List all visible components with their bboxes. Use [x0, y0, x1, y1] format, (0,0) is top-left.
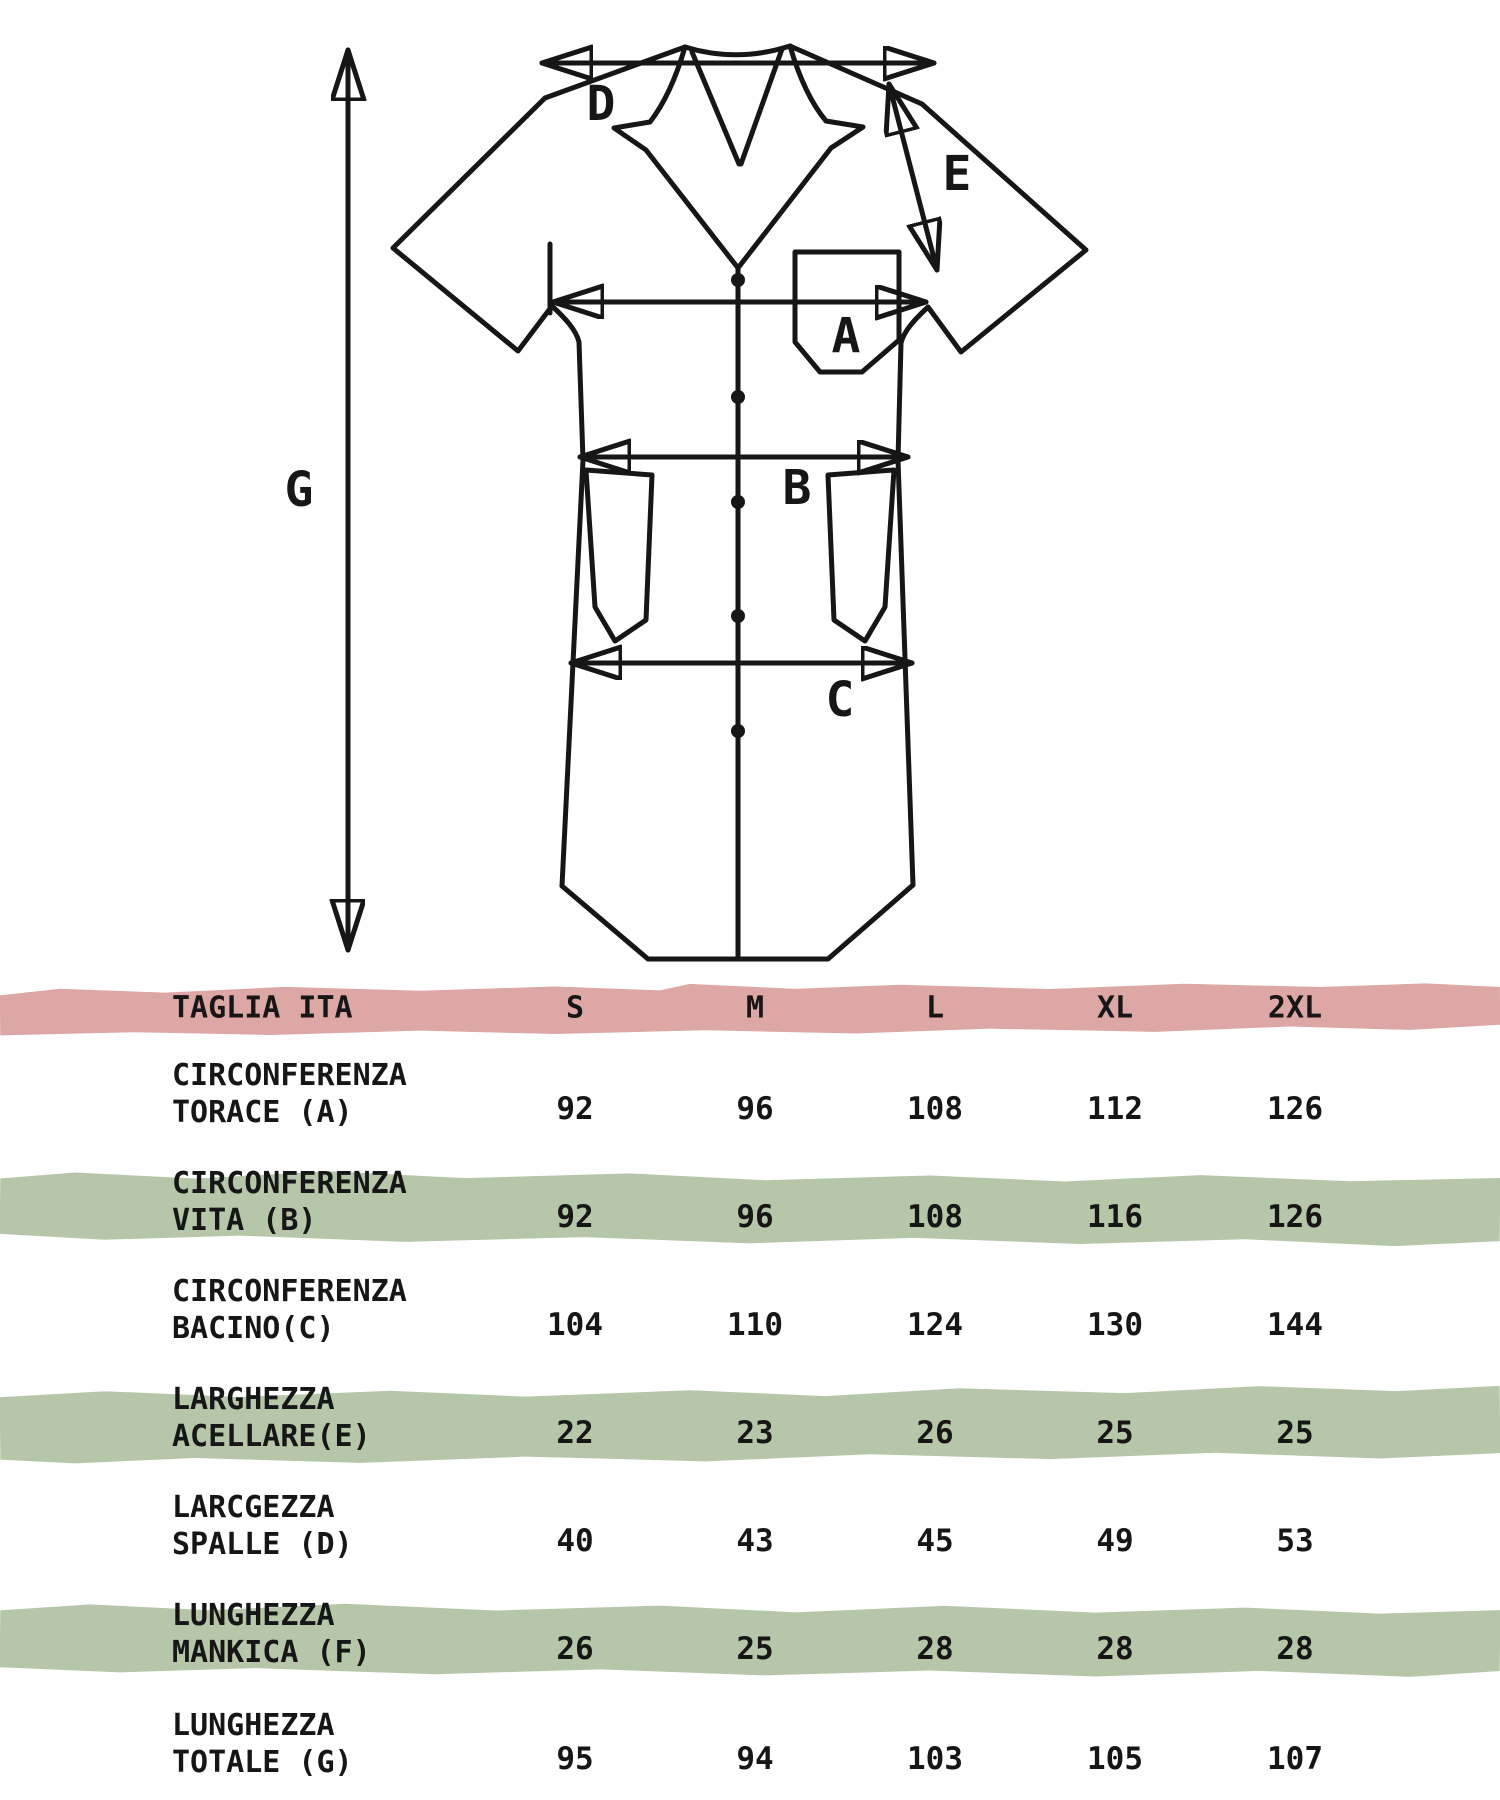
cell-value: 105	[1087, 1741, 1143, 1777]
cell-value: 126	[1267, 1199, 1323, 1235]
letter-a: A	[832, 308, 861, 364]
size-header-xl: XL	[1096, 990, 1134, 1026]
cell-value: 25	[736, 1631, 774, 1667]
measure-letters: G D E A B C	[285, 76, 972, 728]
size-table: TAGLIA ITA S M L XL 2XL CIRCONFERENZA TO…	[0, 960, 1500, 1800]
cell-value: 116	[1087, 1199, 1143, 1235]
cell-value: 25	[1096, 1415, 1134, 1451]
cell-value: 108	[907, 1091, 963, 1127]
table-row-torace: CIRCONFERENZA TORACE (A) 92 96 108 112 1…	[0, 1040, 1500, 1148]
cell-value: 104	[547, 1307, 603, 1343]
cell-value: 124	[907, 1307, 963, 1343]
cell-value: 26	[556, 1631, 594, 1667]
cell-value: 94	[736, 1741, 774, 1777]
row-label: LUNGHEZZA MANKICA (F)	[172, 1598, 371, 1670]
cell-value: 107	[1267, 1741, 1323, 1777]
cell-value: 28	[1276, 1631, 1314, 1667]
cell-value: 126	[1267, 1091, 1323, 1127]
size-header-l: L	[925, 990, 945, 1026]
table-row-manica: LUNGHEZZA MANKICA (F) 26 25 28 28 28	[0, 1580, 1500, 1688]
buttons	[731, 273, 745, 738]
table-row-spalle: LARCGEZZA SPALLE (D) 40 43 45 49 53	[0, 1472, 1500, 1580]
coat-inner-collar	[689, 46, 785, 167]
row-label: CIRCONFERENZA TORACE (A)	[172, 1058, 407, 1130]
coat-right-sleeve	[919, 101, 1089, 355]
letter-c: C	[826, 672, 855, 728]
table-row-bacino: CIRCONFERENZA BACINO(C) 104 110 124 130 …	[0, 1256, 1500, 1364]
table-row-totale: LUNGHEZZA TOTALE (G) 95 94 103 105 107	[0, 1688, 1500, 1800]
left-waist-pocket	[583, 467, 655, 644]
table-row-acellare: LARGHEZZA ACELLARE(E) 22 23 26 25 25	[0, 1364, 1500, 1472]
cell-value: 53	[1276, 1523, 1314, 1559]
cell-value: 22	[556, 1415, 594, 1451]
cell-value: 45	[916, 1523, 954, 1559]
cell-value: 112	[1087, 1091, 1143, 1127]
cell-value: 92	[556, 1091, 594, 1127]
cell-value: 92	[556, 1199, 594, 1235]
size-header-2xl: 2XL	[1267, 990, 1323, 1026]
table-row-vita: CIRCONFERENZA VITA (B) 92 96 108 116 126	[0, 1148, 1500, 1256]
letter-d: D	[587, 76, 616, 132]
row-label: CIRCONFERENZA BACINO(C)	[172, 1274, 407, 1346]
coat-outline	[390, 43, 1089, 962]
garment-diagram-svg: G D E A B C	[285, 43, 1089, 962]
row-label: LUNGHEZZA TOTALE (G)	[172, 1708, 353, 1780]
garment-measurement-diagram: G D E A B C	[285, 43, 1089, 962]
measure-arrows	[348, 50, 937, 953]
size-header-m: M	[745, 990, 765, 1026]
measure-arrow-e	[889, 81, 937, 273]
coat-left-sleeve	[390, 95, 555, 354]
coat-right-lapel	[735, 43, 866, 271]
cell-value: 108	[907, 1199, 963, 1235]
cell-value: 23	[736, 1415, 774, 1451]
cell-value: 28	[916, 1631, 954, 1667]
table-header-row: TAGLIA ITA S M L XL 2XL	[0, 975, 1500, 1041]
size-column-title: TAGLIA ITA	[172, 990, 353, 1026]
cell-value: 95	[556, 1741, 594, 1777]
cell-value: 110	[727, 1307, 783, 1343]
cell-value: 43	[736, 1523, 774, 1559]
cell-value: 40	[556, 1523, 594, 1559]
coat-left-side-seam	[549, 303, 586, 889]
row-label: LARGHEZZA ACELLARE(E)	[172, 1382, 371, 1454]
cell-value: 144	[1267, 1307, 1323, 1343]
row-label: LARCGEZZA SPALLE (D)	[172, 1490, 353, 1562]
cell-value: 26	[916, 1415, 954, 1451]
letter-b: B	[783, 460, 812, 516]
coat-neckline	[682, 43, 793, 58]
row-label: CIRCONFERENZA VITA (B)	[172, 1166, 407, 1238]
cell-value: 96	[736, 1199, 774, 1235]
cell-value: 130	[1087, 1307, 1143, 1343]
cell-value: 49	[1096, 1523, 1134, 1559]
letter-g: G	[285, 462, 314, 518]
letter-e: E	[943, 146, 972, 202]
right-waist-pocket	[825, 467, 897, 644]
coat-right-side-seam	[895, 304, 931, 888]
cell-value: 25	[1276, 1415, 1314, 1451]
cell-value: 103	[907, 1741, 963, 1777]
cell-value: 96	[736, 1091, 774, 1127]
cell-value: 28	[1096, 1631, 1134, 1667]
size-header-s: S	[565, 990, 585, 1026]
coat-left-lapel	[611, 44, 741, 271]
